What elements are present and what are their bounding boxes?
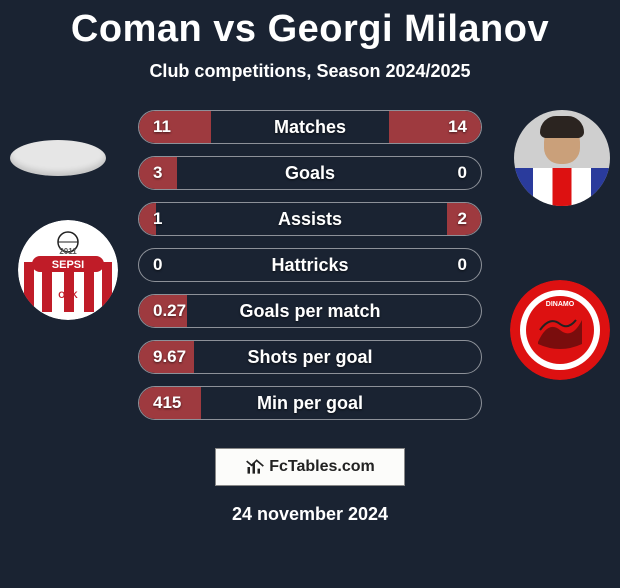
stat-row: 0Hattricks0 — [138, 248, 482, 282]
stat-value-left: 415 — [153, 393, 181, 413]
stat-value-left: 11 — [153, 117, 171, 137]
stat-label: Goals — [139, 163, 481, 184]
svg-text:DINAMO: DINAMO — [546, 301, 575, 308]
sepsi-shield-icon: SEPSI 2011 OSK — [18, 220, 118, 320]
stat-label: Hattricks — [139, 255, 481, 276]
subtitle: Club competitions, Season 2024/2025 — [0, 61, 620, 82]
shirt-icon — [514, 168, 610, 206]
stat-value-left: 3 — [153, 163, 162, 183]
stat-value-left: 0 — [153, 255, 162, 275]
stat-fill-left — [139, 111, 211, 143]
page-title: Coman vs Georgi Milanov — [0, 8, 620, 51]
date-label: 24 november 2024 — [0, 504, 620, 525]
stat-value-right: 2 — [458, 209, 467, 229]
player-right-avatar — [514, 110, 610, 206]
stat-row: 11Matches14 — [138, 110, 482, 144]
brand-label: FcTables.com — [269, 458, 375, 476]
stat-row: 9.67Shots per goal — [138, 340, 482, 374]
stat-fill-right — [389, 111, 481, 143]
stat-label: Assists — [139, 209, 481, 230]
comparison-panel: SEPSI 2011 OSK DINAMO 11Matches143Goals0… — [0, 110, 620, 440]
stat-value-right: 0 — [458, 163, 467, 183]
stat-row: 1Assists2 — [138, 202, 482, 236]
svg-text:SEPSI: SEPSI — [52, 259, 84, 271]
stat-value-right: 0 — [458, 255, 467, 275]
placeholder-oval-icon — [10, 140, 106, 176]
stat-label: Goals per match — [139, 301, 481, 322]
player-left-avatar — [10, 110, 106, 206]
brand-badge[interactable]: FcTables.com — [215, 448, 405, 486]
chart-icon — [245, 457, 265, 477]
hair-icon — [540, 116, 584, 138]
stat-value-right: 14 — [448, 117, 467, 137]
stat-value-left: 9.67 — [153, 347, 186, 367]
stat-value-left: 0.27 — [153, 301, 186, 321]
dinamo-shield-icon: DINAMO — [510, 280, 610, 380]
club-right-logo: DINAMO — [510, 280, 610, 380]
stat-value-left: 1 — [153, 209, 162, 229]
club-left-logo: SEPSI 2011 OSK — [18, 220, 118, 320]
stat-row: 0.27Goals per match — [138, 294, 482, 328]
svg-text:2011: 2011 — [59, 247, 77, 256]
stats-list: 11Matches143Goals01Assists20Hattricks00.… — [138, 110, 482, 432]
stat-row: 415Min per goal — [138, 386, 482, 420]
svg-text:OSK: OSK — [58, 290, 78, 300]
stat-row: 3Goals0 — [138, 156, 482, 190]
